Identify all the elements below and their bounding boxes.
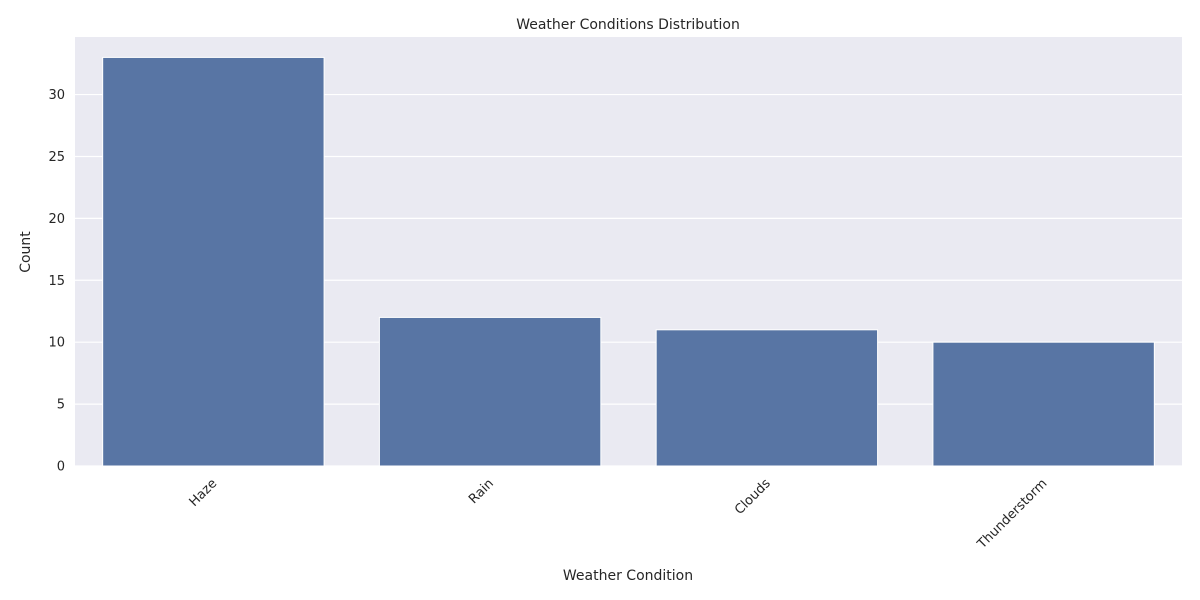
y-axis-label: Count <box>18 231 34 273</box>
y-tick-labels: 0 5 10 15 20 25 30 <box>48 88 65 474</box>
x-tick-label-thunderstorm: Thunderstorm <box>974 476 1050 552</box>
x-axis-label: Weather Condition <box>563 568 693 584</box>
x-tick-label-rain: Rain <box>466 476 497 507</box>
bar-thunderstorm <box>932 341 1155 467</box>
x-tick-labels: Haze Rain Clouds Thunderstorm <box>187 476 1051 552</box>
y-tick-label: 15 <box>48 274 65 289</box>
bars <box>102 56 1155 467</box>
x-tick-label-haze: Haze <box>187 476 221 510</box>
y-tick-label: 25 <box>48 150 65 165</box>
chart-title: Weather Conditions Distribution <box>516 17 740 33</box>
x-tick-label-clouds: Clouds <box>732 476 774 518</box>
y-tick-label: 10 <box>48 336 65 351</box>
y-tick-label: 30 <box>48 88 65 103</box>
y-tick-label: 5 <box>57 398 65 413</box>
bar-haze <box>102 56 325 467</box>
bar-clouds <box>655 329 879 467</box>
y-tick-label: 20 <box>48 212 65 227</box>
y-tick-label: 0 <box>57 460 65 475</box>
bar-rain <box>378 316 602 467</box>
